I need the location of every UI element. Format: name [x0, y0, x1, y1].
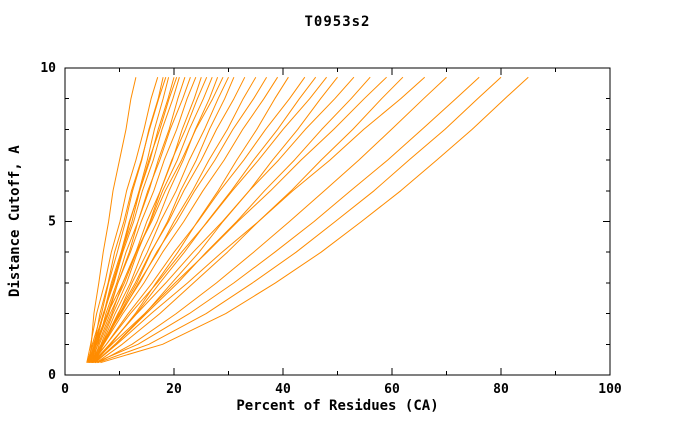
- model-curve: [97, 76, 447, 364]
- model-curve: [100, 76, 529, 364]
- model-curve: [91, 76, 306, 364]
- model-curve: [89, 77, 213, 363]
- model-curve: [89, 77, 137, 363]
- y-tick-label: 0: [48, 368, 56, 383]
- model-curve: [90, 77, 167, 363]
- model-curve: [91, 76, 355, 364]
- model-curve: [92, 76, 268, 363]
- model-curve: [87, 77, 180, 363]
- y-tick-label: 10: [40, 61, 56, 76]
- x-tick-label: 40: [275, 382, 291, 397]
- model-curves: [86, 76, 529, 364]
- plot-axes: 0 20 40 60 80 100 0 5 10: [40, 61, 622, 397]
- model-curve: [92, 76, 387, 364]
- model-curve: [91, 77, 191, 363]
- model-curve: [90, 76, 327, 364]
- model-curve: [92, 77, 208, 363]
- x-axis-label: Percent of Residues (CA): [236, 398, 439, 414]
- model-curve: [91, 76, 246, 363]
- x-tick-label: 0: [61, 382, 69, 397]
- model-curve: [97, 76, 502, 364]
- model-curve: [88, 76, 224, 363]
- model-curve: [91, 77, 219, 363]
- x-tick-label: 80: [493, 382, 509, 397]
- chart-title: T0953s2: [304, 14, 371, 30]
- model-curve: [91, 77, 178, 363]
- x-tick-label: 20: [166, 382, 182, 397]
- x-tick-label: 100: [598, 382, 622, 397]
- model-curve: [94, 76, 480, 364]
- model-curve: [90, 76, 279, 363]
- model-curve: [94, 76, 426, 364]
- model-curve: [94, 76, 371, 364]
- y-tick-label: 5: [48, 215, 56, 230]
- model-curve: [90, 77, 202, 363]
- model-curve: [86, 77, 159, 363]
- x-tick-label: 60: [384, 382, 400, 397]
